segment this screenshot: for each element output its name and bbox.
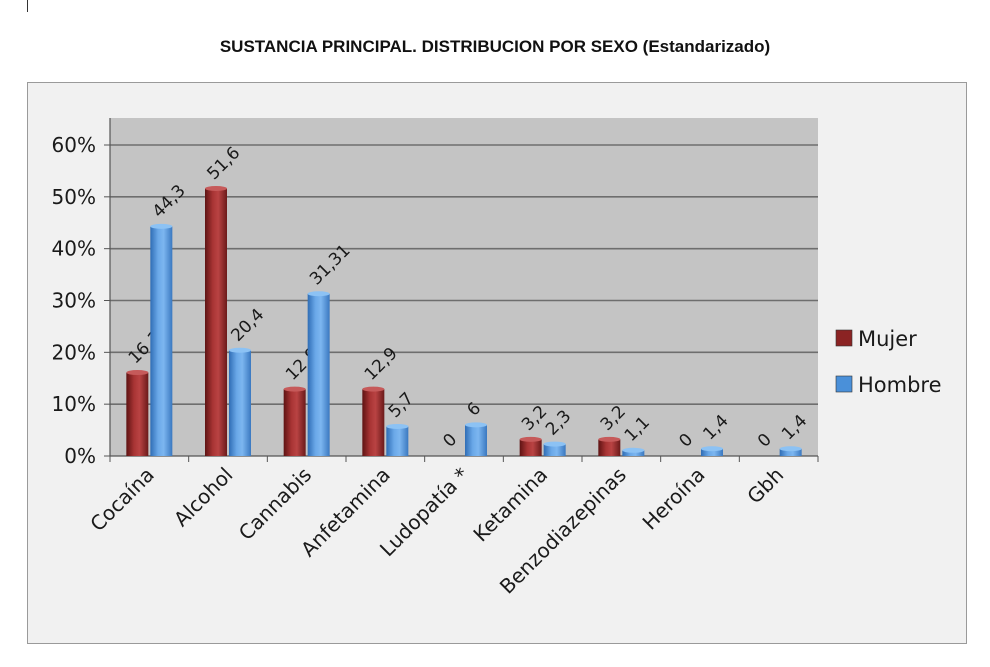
bar-cap [362,386,385,392]
bar-cap [307,291,330,297]
bar-cap [205,186,227,192]
chart-title: SUSTANCIA PRINCIPAL. DISTRIBUCION POR SE… [219,37,771,56]
legend-swatch [835,375,853,393]
y-tick-label: 60% [52,133,96,157]
bar-cap [543,441,566,447]
category-label: Ketamina [468,463,552,547]
bar-cap [465,422,487,428]
category-label: Cannabis [234,463,316,545]
bar [229,350,251,456]
bar-cap [150,223,173,229]
legend-label: Hombre [858,373,942,397]
bar-cap [622,447,645,453]
y-tick-label: 30% [52,289,96,313]
bar-cap [519,436,542,442]
bar [622,450,645,456]
bar [519,439,542,456]
plot-background [110,118,818,456]
category-label: Alcohol [169,463,238,532]
legend-swatch [835,329,853,347]
y-tick-label: 20% [52,340,96,364]
bar-cap [126,370,149,376]
bar [205,188,227,457]
bar [283,389,306,456]
bar-cap [229,347,251,353]
bar [779,448,802,456]
bar [701,448,723,456]
y-tick-label: 50% [52,185,96,209]
bar-cap [779,446,802,452]
y-tick-label: 10% [52,392,96,416]
bar [465,424,487,456]
bar [386,426,409,456]
bar-cap [283,386,306,392]
category-label: Cocaína [85,463,159,537]
legend-label: Mujer [858,327,917,351]
bar [362,389,385,456]
bar [150,226,173,456]
bar [307,293,330,456]
category-label: Gbh [742,463,788,509]
bar [543,444,566,456]
category-label: Heroína [638,463,710,535]
bar [126,372,149,456]
bar [598,439,621,456]
bar-cap [701,446,723,452]
text-cursor [27,0,28,12]
y-tick-label: 0% [64,444,96,468]
bar-cap [386,423,409,429]
bar-cap [598,436,621,442]
y-tick-label: 40% [52,237,96,261]
